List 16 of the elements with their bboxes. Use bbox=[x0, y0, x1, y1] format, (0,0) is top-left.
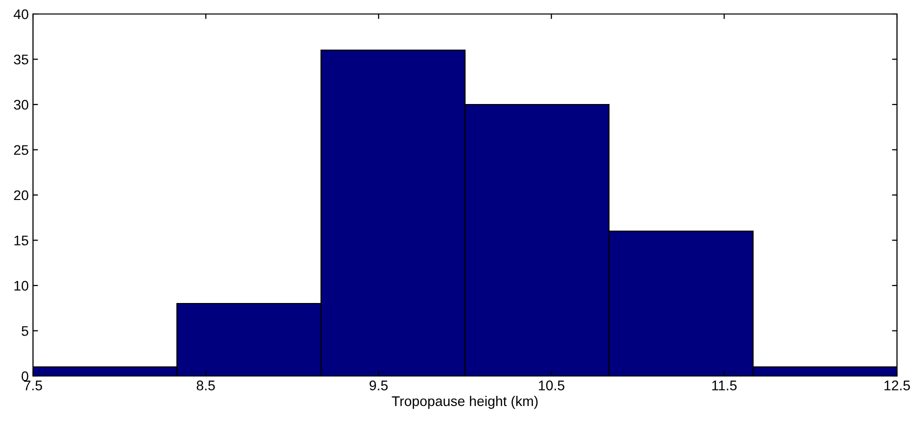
x-tick-label: 10.5 bbox=[538, 380, 564, 390]
y-tick-label: 5 bbox=[22, 326, 28, 336]
x-tick-label: 11.5 bbox=[712, 380, 737, 390]
y-tick-label: 25 bbox=[14, 145, 28, 155]
y-tick-label: 35 bbox=[14, 54, 28, 64]
y-tick-label: 30 bbox=[14, 100, 28, 110]
y-tick-label: 15 bbox=[14, 236, 28, 246]
x-tick-label: 8.5 bbox=[196, 380, 215, 390]
y-tick-label: 40 bbox=[14, 9, 28, 20]
y-tick-label: 0 bbox=[22, 371, 28, 382]
x-tick-label: 7.5 bbox=[24, 380, 42, 390]
y-tick-label: 10 bbox=[14, 280, 28, 291]
x-axis-title: Tropopause height (km) bbox=[392, 396, 538, 409]
y-tick-label: 20 bbox=[14, 190, 28, 200]
x-tick-label: 9.5 bbox=[370, 380, 388, 390]
x-tick-label: 12.5 bbox=[884, 380, 910, 390]
